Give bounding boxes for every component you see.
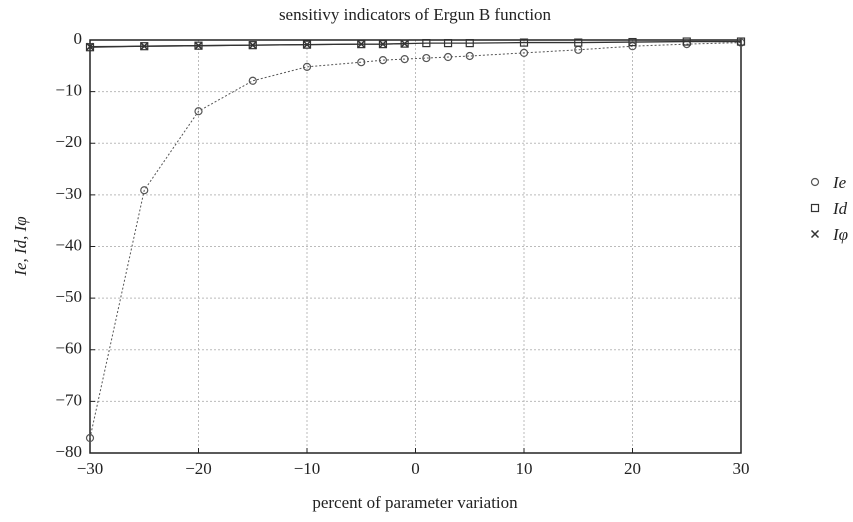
y-tick-label: −10 [55, 81, 82, 100]
plot-frame [89, 39, 742, 454]
legend-marker [810, 203, 820, 213]
point [85, 433, 95, 443]
point [400, 55, 409, 64]
y-tick-label: −40 [55, 235, 82, 254]
point [519, 48, 529, 58]
point [422, 53, 431, 63]
y-tick-label: −80 [55, 442, 82, 461]
point [628, 37, 637, 47]
point [422, 38, 431, 48]
point [519, 38, 529, 47]
legend-marker [810, 229, 820, 239]
x-axis-label: percent of parameter variation [312, 493, 518, 512]
point [357, 40, 366, 49]
x-tick-label: 10 [516, 459, 533, 478]
point [194, 107, 203, 116]
point [85, 42, 95, 51]
y-tick-label: −70 [55, 390, 82, 409]
point [140, 186, 149, 195]
point [574, 38, 583, 47]
point [465, 51, 474, 61]
series-line [89, 42, 405, 48]
legend-label: Ie [832, 173, 847, 192]
point [248, 41, 257, 50]
legend-label: Iφ [832, 225, 848, 244]
point [378, 40, 387, 49]
legend-marker [810, 177, 820, 187]
point [443, 38, 453, 48]
x-tick-label: −20 [185, 459, 212, 478]
x-tick-label: −30 [77, 459, 104, 478]
point [194, 41, 203, 50]
legend-label: Id [832, 199, 848, 218]
x-tick-label: 0 [411, 459, 420, 478]
y-tick-label: −50 [55, 287, 82, 306]
point [302, 62, 312, 71]
x-tick-label: 20 [624, 459, 641, 478]
x-tick-label: 30 [733, 459, 750, 478]
point [736, 37, 746, 46]
y-axis-label: Ie, Id, Iφ [11, 216, 30, 276]
point [248, 76, 257, 85]
y-tick-label: 0 [74, 29, 83, 48]
point [378, 56, 388, 65]
point [357, 58, 366, 67]
y-tick-label: −30 [55, 184, 82, 203]
point [140, 42, 149, 51]
y-tick-label: −20 [55, 132, 82, 151]
y-tick-label: −60 [55, 339, 82, 358]
x-tick-label: −10 [294, 459, 321, 478]
point [302, 40, 312, 49]
series-line [89, 42, 742, 439]
point [465, 38, 474, 48]
point [400, 39, 409, 48]
point [443, 52, 453, 62]
point [682, 37, 691, 46]
chart-title: sensitivy indicators of Ergun B function [279, 5, 552, 24]
